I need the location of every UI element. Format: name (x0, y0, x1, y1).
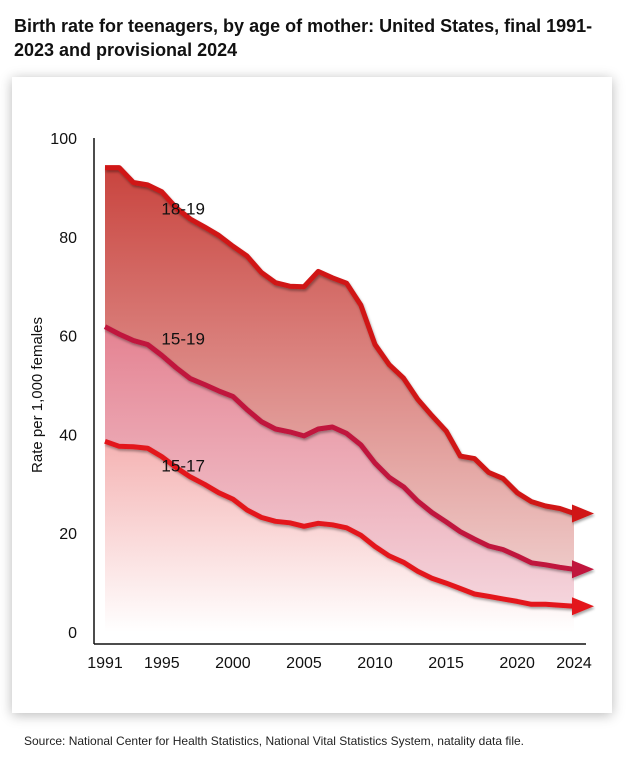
y-tick-label: 80 (59, 230, 77, 247)
series-labels: 18-19 15-19 15-17 (161, 200, 204, 476)
series-lines (103, 165, 594, 616)
x-tick-label: 2020 (499, 655, 535, 672)
line-15-17 (104, 438, 575, 609)
source-note: Source: National Center for Health Stati… (24, 734, 525, 748)
x-tick-label: 2000 (215, 655, 251, 672)
x-tick-label: 2024 (556, 655, 592, 672)
area-fills (105, 167, 574, 632)
y-tick-label: 100 (50, 131, 77, 148)
axes: 0 20 40 60 80 100 Rate per 1,000 females 1991 19… (29, 131, 592, 672)
y-tick-label: 20 (59, 526, 77, 543)
x-tick-label: 2010 (357, 655, 393, 672)
arrowhead-15-17 (572, 597, 594, 616)
y-tick-label: 60 (59, 329, 77, 346)
area-18-19 (105, 167, 574, 570)
series-label-18-19: 18-19 (161, 200, 204, 219)
y-tick-label: 40 (59, 427, 77, 444)
area-15-17 (105, 441, 574, 632)
y-tick-label: 0 (68, 625, 77, 642)
area-15-19 (105, 326, 574, 607)
chart-title: Birth rate for teenagers, by age of moth… (14, 16, 593, 60)
chart-panel: 0 20 40 60 80 100 Rate per 1,000 females 1991 19… (12, 77, 612, 713)
line-15-19 (103, 324, 575, 572)
x-tick-label: 2005 (286, 655, 322, 672)
x-tick-label: 1995 (144, 655, 180, 672)
chart-svg: 0 20 40 60 80 100 Rate per 1,000 females 1991 19… (29, 131, 594, 672)
line-18-19 (105, 165, 575, 516)
arrowhead-15-19 (572, 560, 594, 579)
series-label-15-19: 15-19 (161, 329, 204, 348)
x-tick-label: 1991 (87, 655, 123, 672)
arrowhead-18-19 (572, 504, 594, 523)
y-axis-label: Rate per 1,000 females (29, 317, 46, 473)
x-tick-label: 2015 (428, 655, 464, 672)
series-label-15-17: 15-17 (161, 456, 204, 475)
